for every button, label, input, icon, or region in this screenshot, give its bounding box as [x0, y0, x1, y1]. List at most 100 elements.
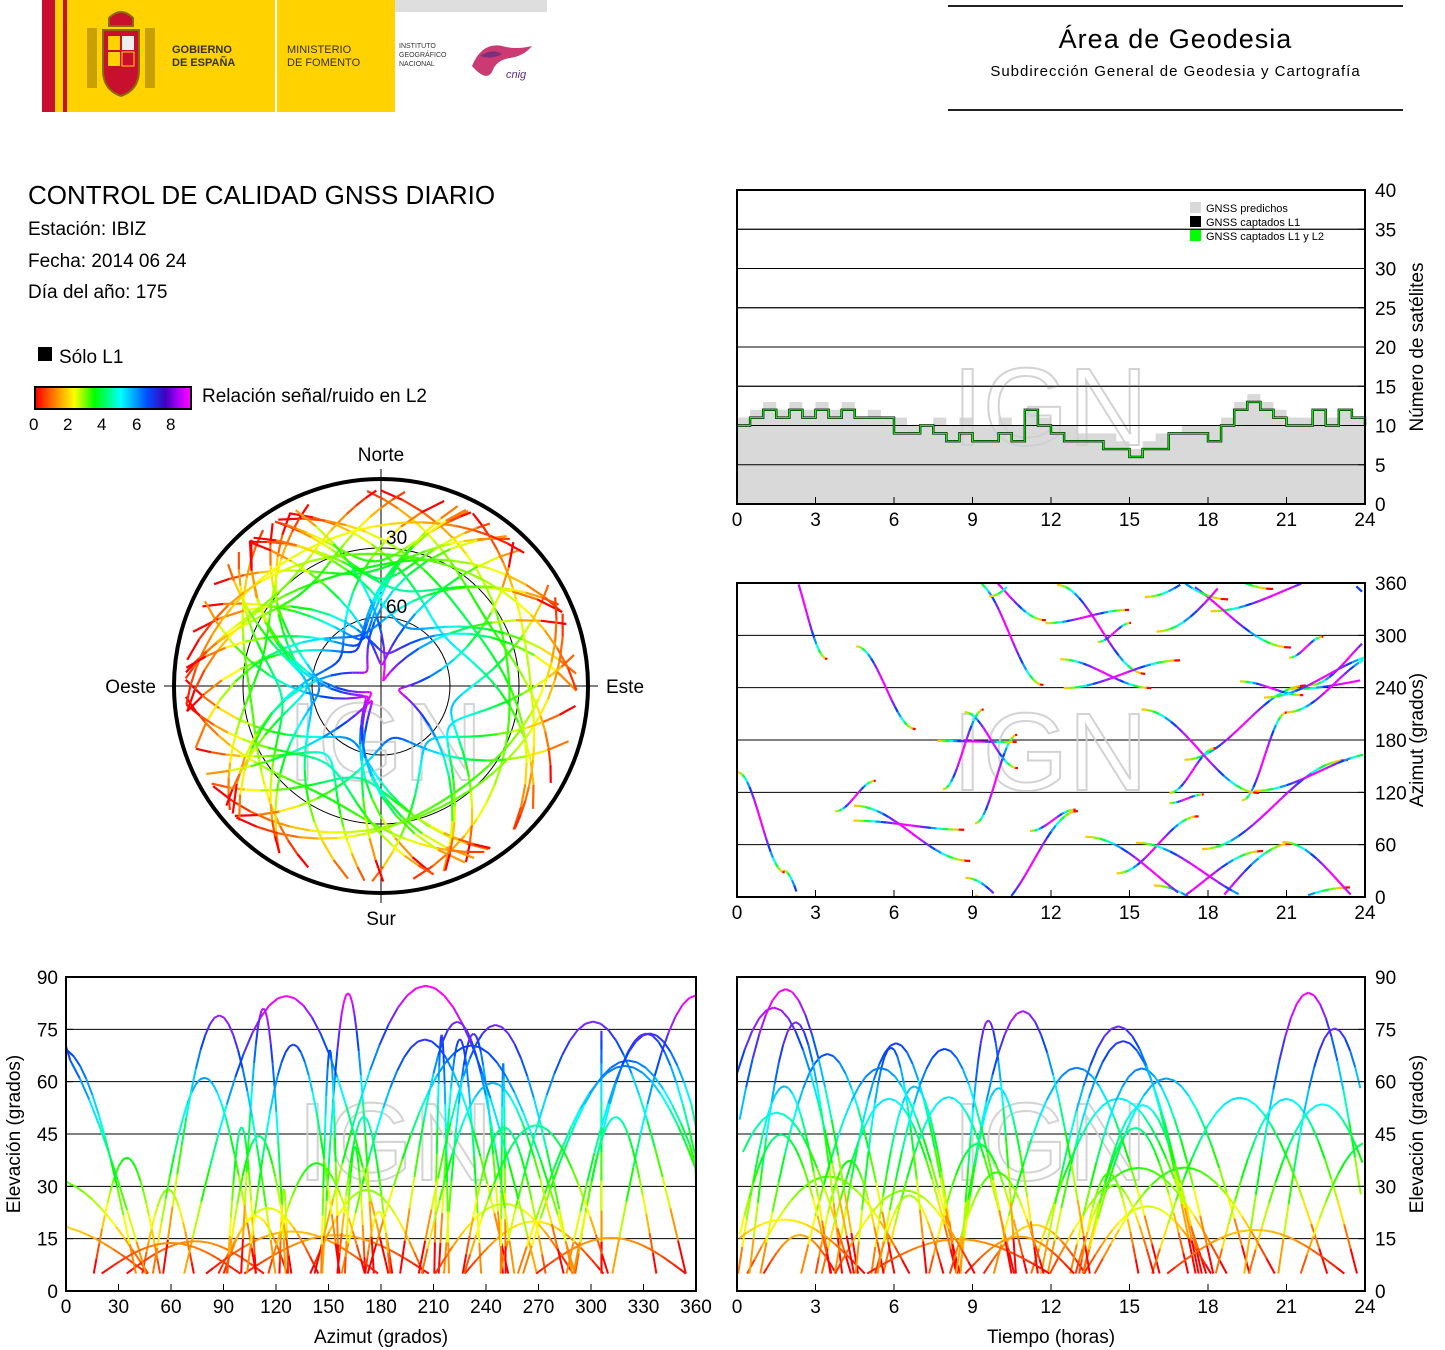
- elev-az-track-segment: [67, 1181, 77, 1188]
- x-tick-label: 12: [1040, 903, 1061, 924]
- elev-az-track-segment: [474, 1088, 482, 1098]
- azimuth-track-segment: [981, 583, 986, 589]
- elev-time-track-segment: [1028, 1013, 1036, 1023]
- elev-az-track-segment: [238, 1175, 244, 1190]
- elev-time-track-segment: [823, 1186, 832, 1208]
- elev-time-track-segment: [1329, 1027, 1336, 1032]
- azimuth-track-segment: [1221, 862, 1229, 869]
- elev-az-track-segment: [615, 1116, 620, 1120]
- elev-time-track-segment: [843, 1193, 853, 1234]
- sky-track-segment: [493, 759, 507, 774]
- elev-time-track-segment: [928, 1115, 935, 1133]
- elev-az-track-segment: [635, 1034, 644, 1043]
- elev-time-track-segment: [743, 1031, 753, 1051]
- elev-az-track-segment: [258, 1134, 262, 1138]
- elev-az-track-segment: [683, 1082, 693, 1105]
- sky-track-segment: [372, 770, 382, 782]
- sky-track-segment: [247, 616, 259, 624]
- elev-az-track-segment: [564, 1240, 574, 1274]
- elev-time-track-segment: [1304, 1114, 1313, 1127]
- sky-track-segment: [315, 549, 330, 557]
- elev-time-track-segment: [762, 1115, 769, 1133]
- elev-time-track-segment: [1142, 1085, 1152, 1097]
- sky-track-segment: [471, 512, 483, 526]
- azimuth-track-segment: [1115, 628, 1119, 632]
- sky-track-segment: [372, 826, 389, 834]
- sky-track-segment: [470, 621, 493, 628]
- elev-az-track-segment: [323, 1115, 327, 1138]
- sky-track-segment: [452, 697, 459, 704]
- logo-ministerio: MINISTERIO DE FOMENTO: [277, 0, 395, 112]
- elev-az-track-segment: [465, 1029, 473, 1042]
- sky-track-segment: [537, 680, 547, 700]
- sky-track-segment: [296, 853, 310, 869]
- azimuth-track-segment: [1177, 820, 1183, 826]
- sky-track-segment: [402, 565, 410, 572]
- sky-track-segment: [498, 548, 522, 559]
- elev-az-track-segment: [266, 1017, 270, 1029]
- sky-track-segment: [234, 722, 241, 736]
- azimuth-track-segment: [1270, 695, 1277, 699]
- elev-az-track-segment: [286, 995, 296, 1000]
- elev-time-track-segment: [1075, 1215, 1085, 1245]
- elev-az-track-segment: [378, 1023, 390, 1046]
- elev-time-track-segment: [974, 1060, 980, 1083]
- elev-az-track-segment: [681, 997, 691, 1006]
- elev-az-track-segment: [333, 1137, 337, 1162]
- elev-time-track-segment: [773, 1006, 782, 1012]
- elev-az-track-segment: [304, 1248, 311, 1258]
- sky-track-segment: [379, 662, 383, 666]
- sky-track-segment: [324, 584, 341, 600]
- elev-time-track-segment: [1153, 1076, 1163, 1088]
- sky-track-segment: [253, 672, 259, 682]
- elev-time-track-segment: [967, 1164, 976, 1200]
- elev-az-track-segment: [602, 1103, 611, 1128]
- azimuth-track-segment: [836, 809, 840, 813]
- elev-az-track-segment: [351, 1231, 358, 1246]
- elev-az-track-segment: [279, 1218, 286, 1232]
- sky-track-segment: [400, 589, 408, 593]
- elev-time-track-segment: [937, 1219, 944, 1238]
- elev-az-track-segment: [462, 1107, 470, 1123]
- elev-az-track-segment: [355, 1150, 359, 1157]
- azimuth-track-segment: [1113, 648, 1120, 657]
- elev-time-track-segment: [1198, 1254, 1207, 1265]
- elev-az-track-segment: [351, 1002, 356, 1015]
- elev-az-track-segment: [572, 1242, 581, 1274]
- elev-time-track-segment: [1182, 1252, 1190, 1274]
- elev-az-track-segment: [267, 1028, 272, 1044]
- azimuth-track-segment: [1341, 681, 1348, 686]
- azimuth-track-segment: [1113, 630, 1117, 634]
- sky-track-segment: [411, 594, 428, 603]
- elev-az-track-segment: [424, 1038, 433, 1043]
- elev-time-track-segment: [950, 1174, 957, 1189]
- elev-az-track-segment: [217, 1264, 224, 1274]
- elev-az-track-segment: [413, 1147, 421, 1178]
- elev-az-track-segment: [130, 1251, 137, 1256]
- sky-track-segment: [361, 740, 367, 759]
- elev-az-track-segment: [545, 1073, 556, 1096]
- elev-time-track-segment: [1048, 1248, 1055, 1255]
- sky-track-segment: [325, 574, 339, 581]
- elev-az-track-segment: [686, 1146, 697, 1171]
- elev-time-track-segment: [804, 1131, 811, 1152]
- elev-time-track-segment: [1024, 1258, 1034, 1265]
- elev-time-track-segment: [759, 1242, 768, 1274]
- sky-track-segment: [499, 691, 511, 707]
- elev-az-track-segment: [592, 1238, 599, 1242]
- elev-time-track-segment: [1003, 1188, 1011, 1204]
- azimuth-track-segment: [804, 607, 809, 617]
- sky-track-segment: [509, 655, 518, 667]
- azimuth-track-segment: [1235, 784, 1243, 790]
- sky-track-segment: [293, 644, 303, 657]
- elev-time-track-segment: [1033, 1239, 1040, 1244]
- sky-track-segment: [371, 823, 383, 836]
- azimuth-track-segment: [808, 623, 813, 632]
- elev-az-track-segment: [180, 1116, 188, 1145]
- sky-track-segment: [304, 554, 313, 563]
- elev-az-track-segment: [607, 1082, 617, 1105]
- azimuth-track-segment: [1193, 794, 1196, 798]
- elev-time-track-segment: [765, 1262, 772, 1269]
- elev-time-track-segment: [1012, 1237, 1017, 1274]
